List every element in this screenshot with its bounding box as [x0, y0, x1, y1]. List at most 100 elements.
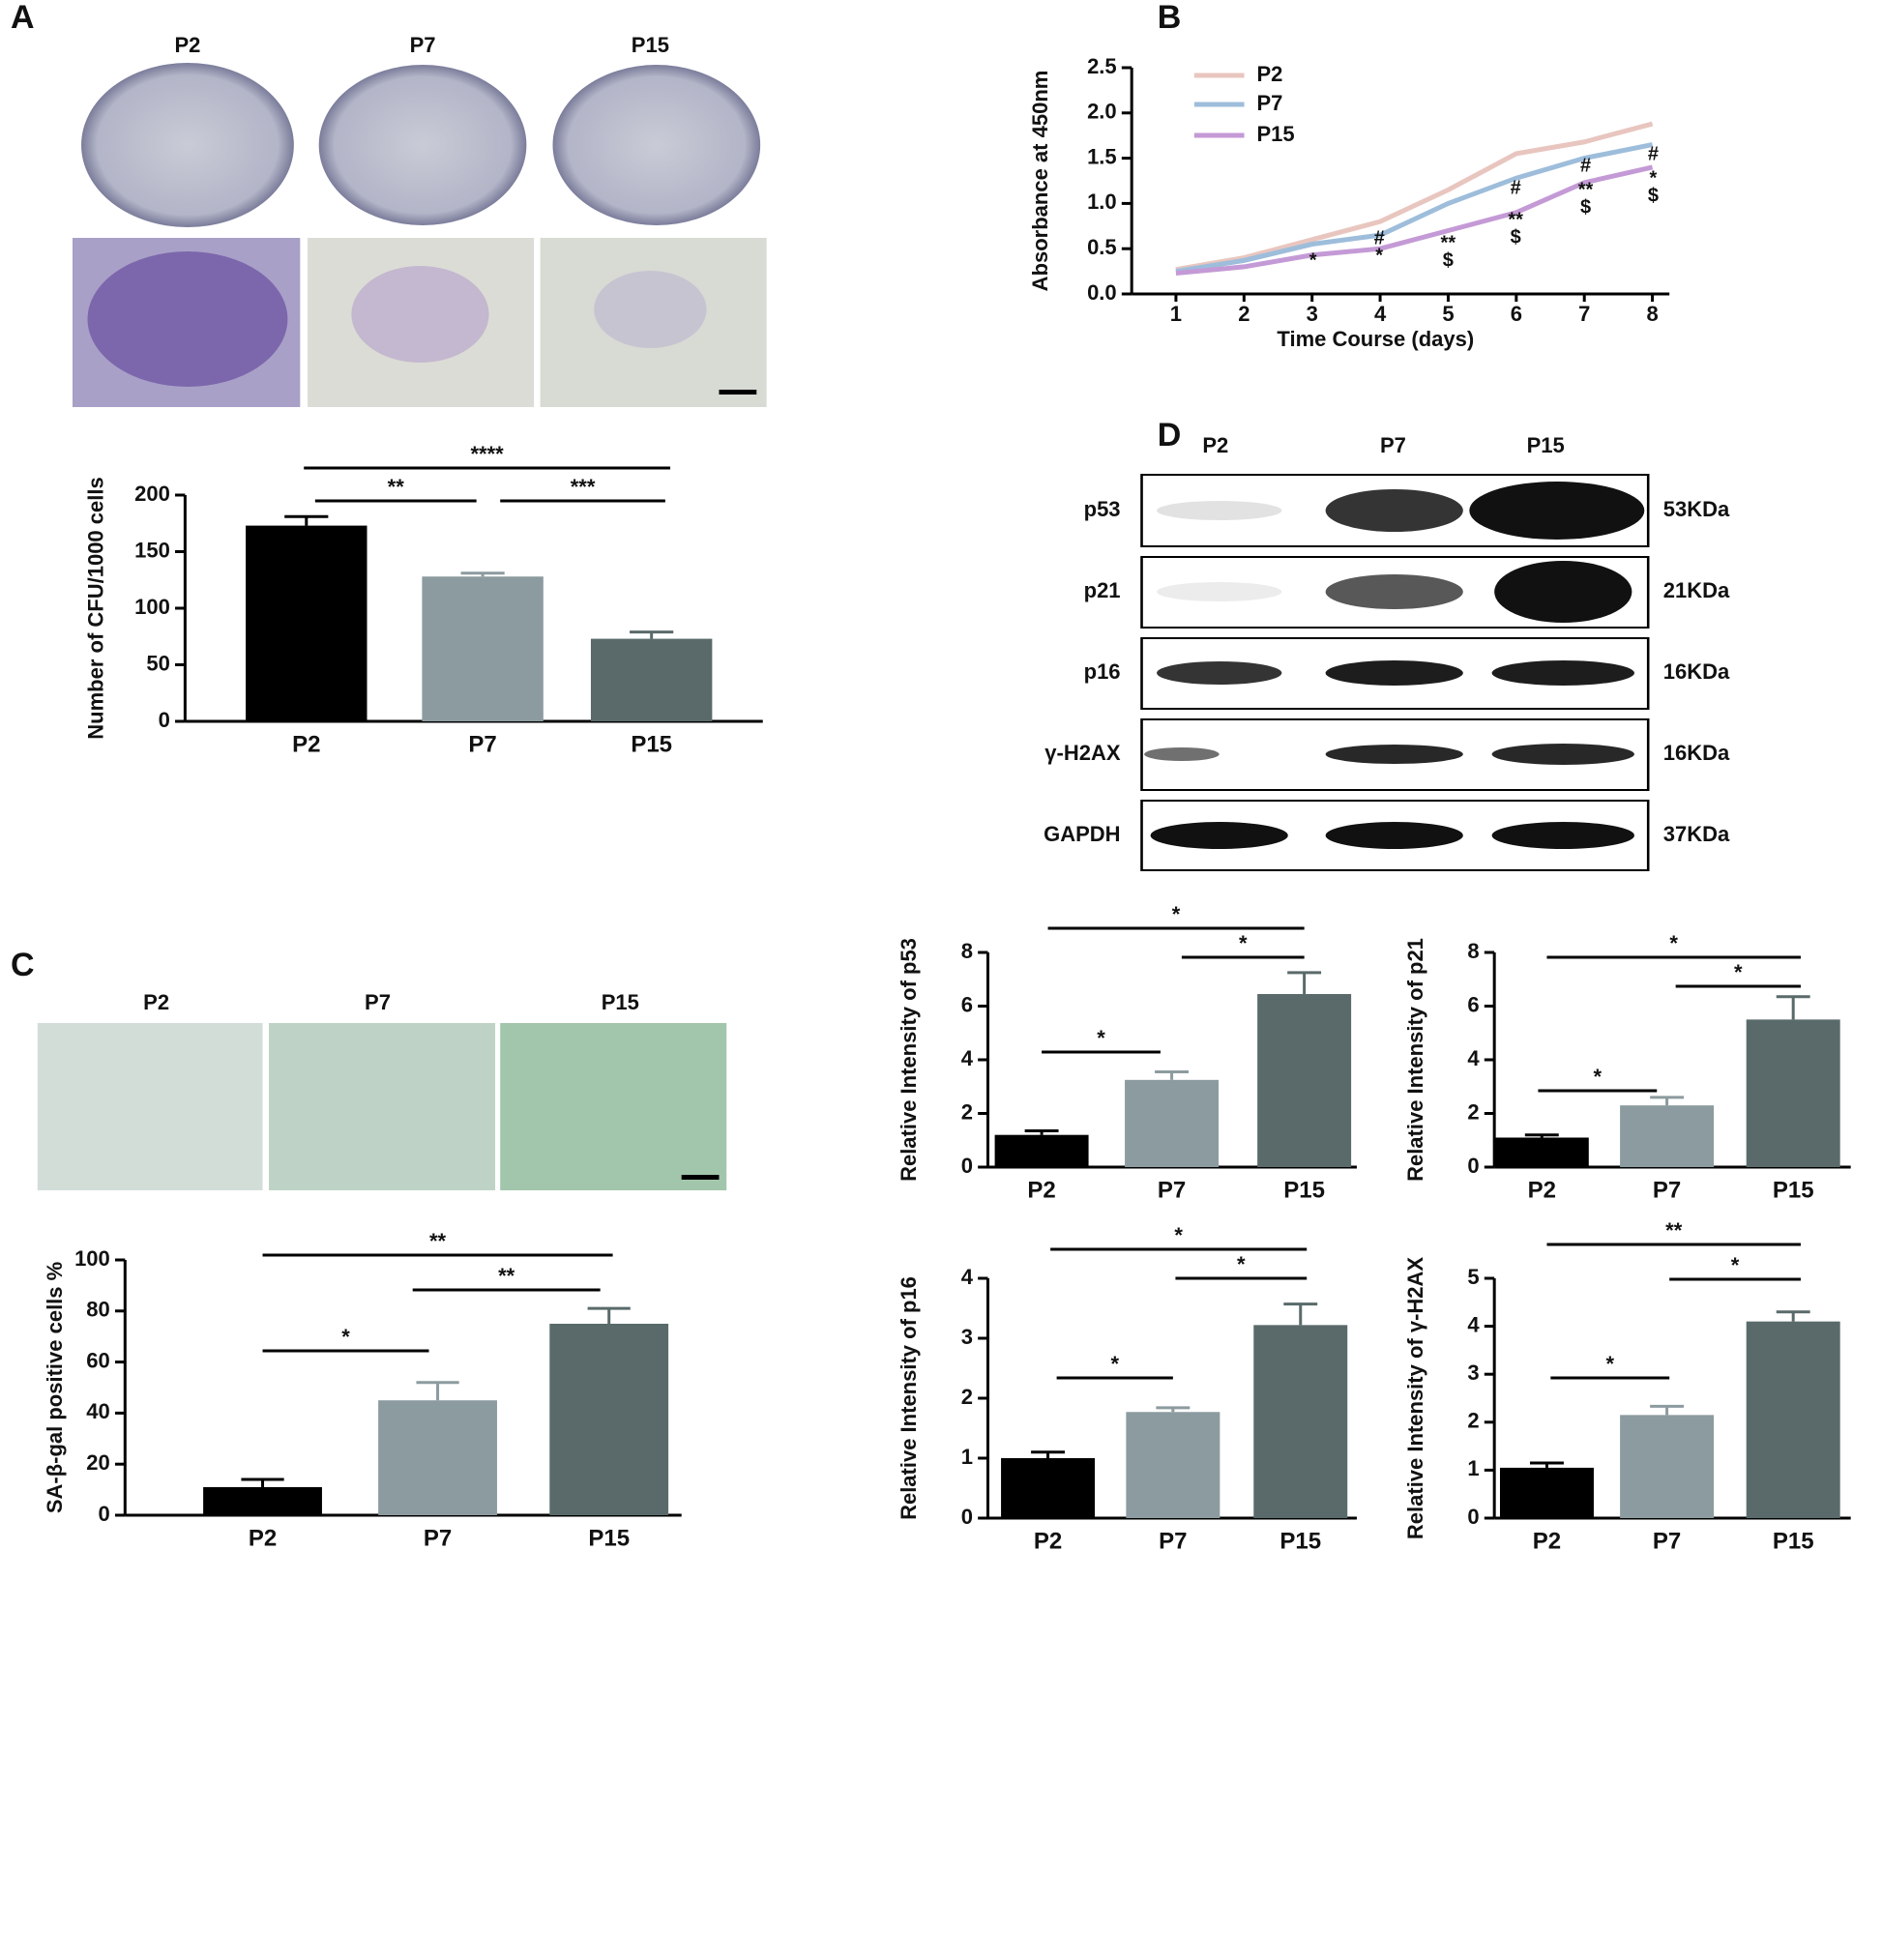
panel-label: A: [11, 0, 35, 36]
y-tick-label: 8: [1467, 939, 1479, 963]
x-tick-label: P2: [1034, 1528, 1062, 1554]
significance-label: *: [1309, 249, 1317, 271]
significance-label: $: [1443, 249, 1454, 271]
band: [1469, 482, 1645, 540]
photos: [37, 63, 1650, 1190]
protein-label: p53: [1084, 497, 1121, 521]
protein-label: p21: [1084, 578, 1121, 602]
line: [1175, 142, 1654, 275]
y-axis-label: Number of CFU/1000 cells: [84, 477, 108, 739]
x-tick-label: P7: [424, 1525, 452, 1551]
protein-label: γ-H2AX: [1044, 741, 1121, 765]
y-tick-label: 80: [86, 1298, 109, 1322]
line: [1175, 121, 1654, 273]
bar: [1257, 994, 1352, 1167]
y-tick-label: 2: [961, 1385, 973, 1409]
colony-dish: [318, 65, 527, 225]
colony-dish: [552, 65, 761, 225]
lane-label: P2: [1202, 433, 1228, 457]
y-axis-label: Relative Intensity of p21: [1403, 938, 1427, 1182]
significance-label: $: [1648, 185, 1659, 206]
x-tick-label: P7: [1159, 1528, 1187, 1554]
significance-label: *: [1649, 167, 1657, 189]
y-tick-label: 1: [1467, 1456, 1479, 1480]
y-tick-label: 3: [1467, 1360, 1479, 1385]
y-tick-label: 8: [961, 939, 973, 963]
significance-label: **: [498, 1264, 515, 1288]
significance-label: *: [1594, 1065, 1603, 1089]
significance-label: #: [1580, 155, 1591, 176]
protein-size: 37KDa: [1663, 822, 1730, 846]
significance-label: #: [1511, 177, 1521, 198]
significance-label: #: [1648, 143, 1659, 164]
scale-bar: [719, 390, 757, 395]
x-tick-label: P15: [1773, 1177, 1814, 1203]
y-tick-label: 0.0: [1087, 280, 1117, 305]
band: [1150, 822, 1288, 849]
bar: [1746, 1321, 1840, 1518]
sa-gal-micrograph: [500, 1023, 727, 1190]
x-tick-label: P2: [292, 731, 320, 757]
y-tick-label: 2: [1467, 1409, 1479, 1433]
x-tick-label: P15: [1279, 1528, 1321, 1554]
x-tick-label: P15: [631, 731, 672, 757]
significance-label: **: [429, 1229, 447, 1253]
image-label: P7: [365, 990, 391, 1014]
bar: [549, 1324, 669, 1515]
bar: [203, 1486, 322, 1515]
significance-label: **: [1578, 179, 1594, 200]
x-tick-label: P15: [1283, 1177, 1325, 1203]
band: [1325, 574, 1463, 609]
legend-label: P15: [1256, 122, 1294, 146]
significance-label: *: [1174, 1223, 1183, 1247]
y-tick-label: 50: [146, 651, 169, 675]
image-label: P2: [143, 990, 169, 1014]
bar: [246, 525, 368, 721]
significance-label: *: [1237, 1252, 1246, 1276]
y-tick-label: 0: [961, 1505, 973, 1529]
colony-stain: [87, 251, 288, 387]
x-tick-label: P2: [1533, 1528, 1561, 1554]
significance-label: *: [1097, 1026, 1105, 1050]
bar: [1126, 1412, 1220, 1518]
y-tick-label: 0: [159, 708, 170, 732]
y-tick-label: 0: [1467, 1505, 1479, 1529]
bar: [1620, 1105, 1715, 1167]
x-tick-label: 8: [1646, 302, 1658, 326]
significance-label: *: [1669, 931, 1678, 955]
y-tick-label: 1.0: [1087, 190, 1117, 214]
x-tick-label: P2: [1528, 1177, 1556, 1203]
significance-label: **: [1508, 209, 1523, 230]
significance-label: ***: [571, 475, 596, 499]
y-tick-label: 4: [1467, 1046, 1480, 1070]
y-tick-label: 6: [1467, 992, 1479, 1016]
bar: [1620, 1415, 1715, 1518]
image-label: P15: [632, 33, 669, 57]
panel-label: C: [11, 947, 35, 983]
protein-label: p16: [1084, 659, 1121, 684]
protein-size: 16KDa: [1663, 741, 1730, 765]
significance-label: *: [1731, 1253, 1740, 1277]
y-tick-label: 1: [961, 1445, 973, 1469]
bar: [378, 1400, 497, 1515]
bar: [422, 576, 544, 721]
band: [1491, 744, 1634, 765]
panel-label: D: [1158, 417, 1182, 453]
y-axis-label: Absorbance at 450nm: [1028, 71, 1052, 292]
y-tick-label: 40: [86, 1399, 109, 1423]
x-tick-label: P15: [1773, 1528, 1814, 1554]
y-tick-label: 6: [961, 992, 973, 1016]
y-tick-label: 5: [1467, 1265, 1479, 1289]
x-tick-label: P2: [249, 1525, 277, 1551]
significance-label: ****: [471, 442, 505, 466]
band: [1325, 822, 1463, 849]
x-tick-label: P7: [1653, 1177, 1681, 1203]
significance-label: *: [1239, 931, 1248, 955]
band: [1157, 501, 1282, 520]
band: [1494, 561, 1632, 623]
significance-label: *: [1110, 1352, 1119, 1376]
image-label: P2: [174, 33, 200, 57]
band: [1157, 582, 1282, 601]
image-label: P15: [602, 990, 639, 1014]
